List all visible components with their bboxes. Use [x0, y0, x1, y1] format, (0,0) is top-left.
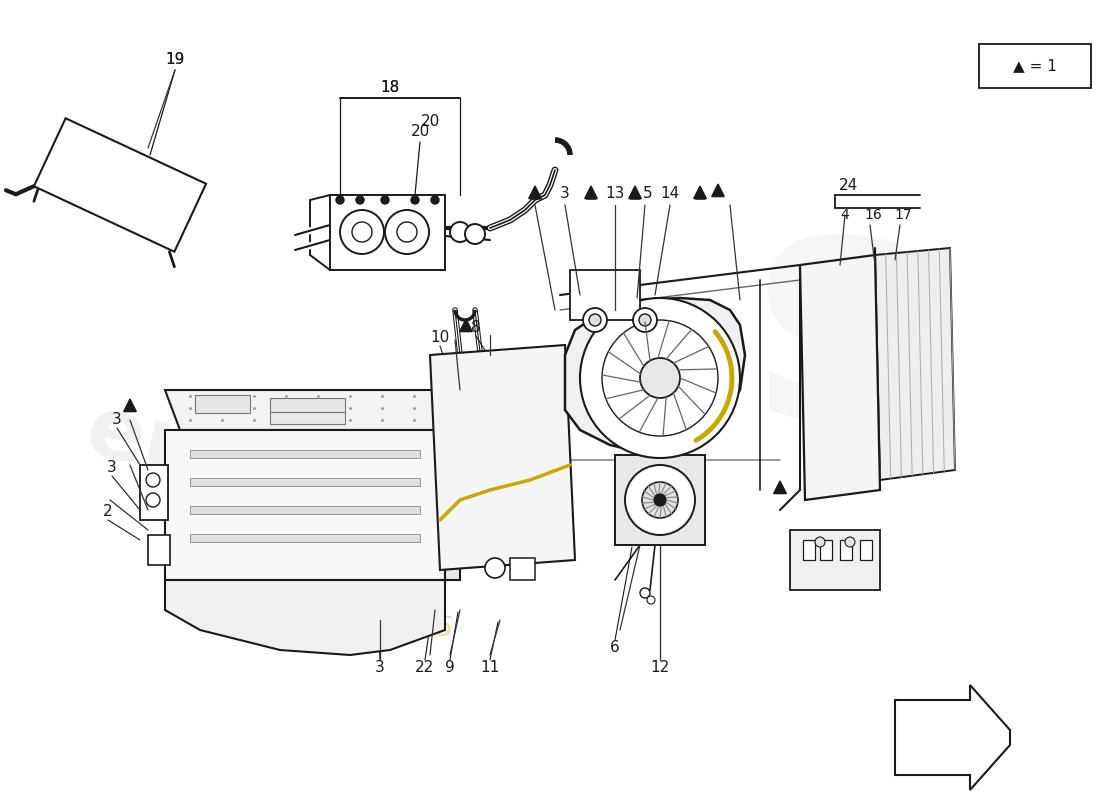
Text: ▲: ▲	[530, 186, 540, 200]
Text: 24: 24	[838, 178, 858, 193]
Bar	[330, 195, 446, 270]
Circle shape	[602, 320, 718, 436]
Circle shape	[642, 482, 678, 518]
Text: S: S	[750, 229, 930, 471]
Text: ▲: ▲	[695, 186, 705, 200]
Polygon shape	[585, 186, 597, 198]
Polygon shape	[123, 399, 136, 411]
Circle shape	[146, 493, 160, 507]
Circle shape	[465, 224, 485, 244]
Circle shape	[647, 596, 654, 604]
Circle shape	[654, 494, 666, 506]
Polygon shape	[430, 345, 575, 570]
Bar	[270, 398, 345, 413]
Bar	[510, 558, 535, 580]
Bar	[140, 465, 168, 520]
Text: 17: 17	[894, 208, 912, 222]
Circle shape	[815, 537, 825, 547]
Polygon shape	[694, 186, 706, 198]
Circle shape	[625, 465, 695, 535]
Text: europarts: europarts	[78, 390, 561, 570]
Circle shape	[588, 314, 601, 326]
Bar	[190, 534, 420, 542]
Polygon shape	[460, 319, 472, 331]
Text: 3: 3	[560, 186, 570, 201]
Bar	[820, 540, 832, 560]
Bar	[190, 478, 420, 486]
Circle shape	[146, 473, 160, 487]
Text: ▲ = 1: ▲ = 1	[1013, 58, 1057, 74]
Text: 19: 19	[165, 53, 185, 67]
Polygon shape	[800, 255, 880, 500]
Polygon shape	[34, 118, 206, 252]
Bar	[860, 540, 872, 560]
Polygon shape	[773, 481, 786, 494]
Text: 3: 3	[107, 461, 117, 475]
Text: 2: 2	[103, 505, 113, 519]
Bar	[190, 506, 420, 514]
Text: 20: 20	[410, 125, 430, 139]
Polygon shape	[874, 248, 955, 480]
Text: ▲: ▲	[585, 186, 596, 200]
Circle shape	[583, 308, 607, 332]
Circle shape	[411, 196, 419, 204]
Bar	[570, 270, 640, 320]
Circle shape	[397, 222, 417, 242]
Circle shape	[340, 210, 384, 254]
Text: 20: 20	[420, 114, 440, 130]
Bar	[803, 540, 815, 560]
Bar	[190, 450, 420, 458]
Text: 9: 9	[446, 661, 455, 675]
Bar	[270, 412, 345, 424]
Circle shape	[485, 558, 505, 578]
Polygon shape	[629, 186, 641, 198]
Circle shape	[580, 298, 740, 458]
Circle shape	[356, 196, 364, 204]
Circle shape	[336, 196, 344, 204]
Polygon shape	[165, 580, 446, 655]
Circle shape	[639, 314, 651, 326]
Polygon shape	[712, 184, 724, 197]
Text: 13: 13	[605, 186, 625, 201]
Text: 3: 3	[375, 661, 385, 675]
Text: 8: 8	[471, 321, 481, 335]
Polygon shape	[529, 186, 541, 198]
Text: 12: 12	[650, 661, 670, 675]
Bar	[840, 540, 852, 560]
Text: 14: 14	[660, 186, 680, 201]
Circle shape	[845, 537, 855, 547]
Polygon shape	[165, 390, 460, 430]
Bar	[148, 535, 170, 565]
Text: 5: 5	[644, 186, 652, 201]
Text: 6: 6	[610, 641, 620, 655]
Circle shape	[640, 588, 650, 598]
Text: 18: 18	[381, 81, 399, 95]
Circle shape	[632, 308, 657, 332]
Text: 18: 18	[381, 81, 399, 95]
Bar	[615, 455, 705, 545]
Circle shape	[640, 358, 680, 398]
Text: 11: 11	[481, 661, 499, 675]
FancyBboxPatch shape	[979, 44, 1091, 88]
Text: ▲: ▲	[629, 186, 640, 200]
Text: 10: 10	[430, 330, 450, 346]
Text: 19: 19	[165, 53, 185, 67]
Circle shape	[352, 222, 372, 242]
Polygon shape	[446, 390, 460, 580]
Circle shape	[381, 196, 389, 204]
Circle shape	[450, 222, 470, 242]
Polygon shape	[565, 298, 745, 452]
Text: 4: 4	[840, 208, 849, 222]
Text: a passion since 1985: a passion since 1985	[164, 556, 455, 644]
Text: 22: 22	[416, 661, 434, 675]
Circle shape	[385, 210, 429, 254]
Bar	[195, 395, 250, 413]
Text: 16: 16	[865, 208, 882, 222]
Bar	[790, 530, 880, 590]
Text: 3: 3	[112, 413, 122, 427]
Polygon shape	[895, 685, 1010, 790]
Circle shape	[431, 196, 439, 204]
Polygon shape	[165, 430, 446, 580]
